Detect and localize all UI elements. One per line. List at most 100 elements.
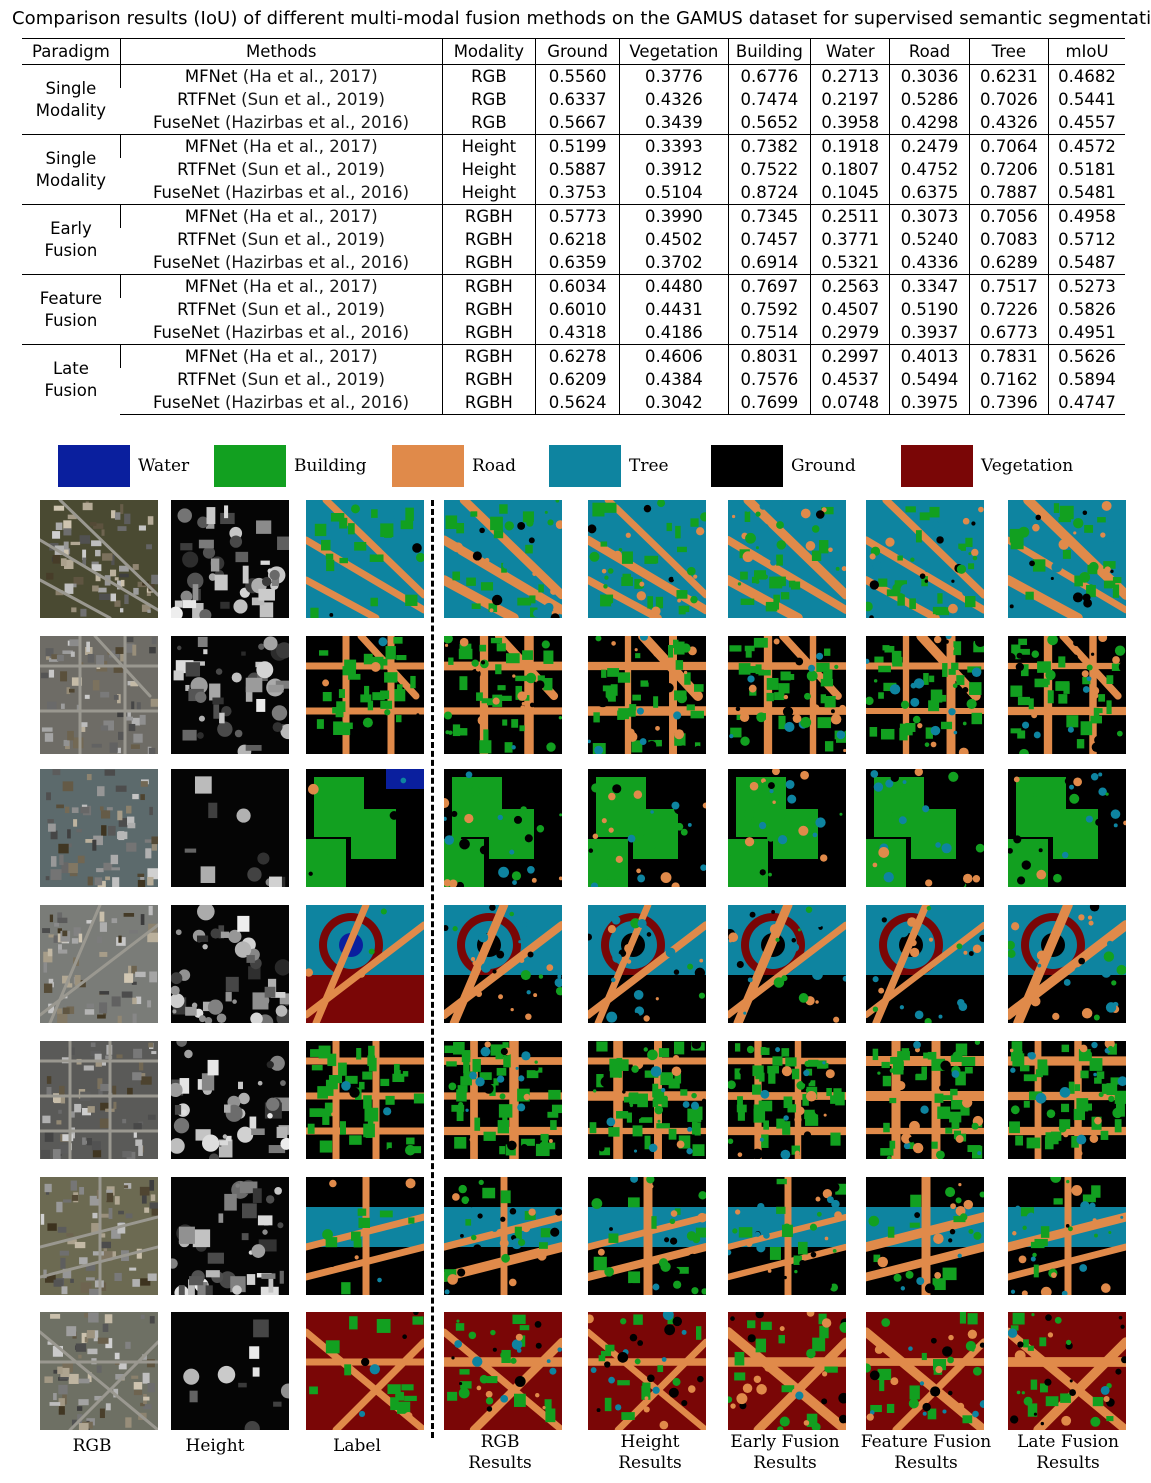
- value-cell: 0.1918: [810, 134, 890, 158]
- result-image: [728, 905, 846, 1023]
- result-image: [1008, 500, 1126, 618]
- value-cell: 0.7026: [968, 88, 1049, 111]
- value-cell: 0.7517: [968, 274, 1049, 298]
- result-image: [588, 1041, 706, 1159]
- column-label: Late Fusion Results: [998, 1432, 1138, 1474]
- value-cell: 0.4606: [619, 344, 729, 368]
- modality-cell: RGBH: [441, 274, 536, 298]
- method-name: FuseNet: [152, 392, 225, 412]
- value-cell: 0.3042: [619, 391, 729, 415]
- value-cell: 0.2197: [810, 88, 890, 111]
- value-cell: 0.6218: [534, 228, 620, 251]
- value-cell: 0.4318: [534, 321, 620, 345]
- value-cell: 0.5286: [889, 88, 970, 111]
- value-cell: 0.5273: [1048, 274, 1125, 298]
- table-row: Late Fusion MFNet (Ha et al., 2017) RGBH 0.6…: [22, 344, 1125, 415]
- value-cell: 0.2479: [889, 134, 970, 158]
- legend-item-ground: Ground: [711, 444, 856, 488]
- value-cell: 0.7522: [727, 158, 811, 181]
- value-cell: 0.5626: [1048, 344, 1125, 368]
- rgb-image: [40, 769, 158, 887]
- method-citation: (Ha et al., 2017): [242, 66, 378, 86]
- result-image: [444, 1312, 562, 1430]
- value-cell: 0.5487: [1048, 251, 1125, 275]
- column-label-line: Results: [618, 1453, 682, 1473]
- method-name: FuseNet: [152, 112, 225, 132]
- header-cell: Paradigm: [22, 38, 121, 65]
- value-cell: 0.3036: [889, 64, 970, 88]
- value-cell: 0.3975: [889, 391, 970, 415]
- rgb-image: [40, 1177, 158, 1295]
- value-cell: 0.4682: [1048, 64, 1125, 88]
- value-cell: 0.5887: [534, 158, 620, 181]
- modality-cell: Height: [441, 181, 536, 205]
- result-image: [588, 636, 706, 754]
- method-citation: (Hazirbas et al., 2016): [224, 252, 410, 272]
- value-cell: 0.4507: [810, 298, 890, 321]
- method-name: MFNet: [184, 136, 243, 156]
- height-image: [171, 769, 289, 887]
- method-name: RTFNet: [177, 229, 242, 249]
- value-cell: 0.6773: [968, 321, 1049, 345]
- value-cell: 0.3347: [889, 274, 970, 298]
- value-cell: 0.4326: [619, 88, 729, 111]
- column-label-line: Results: [468, 1453, 532, 1473]
- legend-label: Tree: [629, 456, 669, 476]
- method-citation: (Sun et al., 2019): [241, 299, 385, 319]
- paradigm-line: Fusion: [44, 380, 98, 400]
- result-image: [444, 1177, 562, 1295]
- header-cell: mIoU: [1048, 38, 1125, 65]
- paradigm-line: Feature: [39, 288, 103, 308]
- result-image: [866, 1312, 984, 1430]
- legend-swatch: [58, 445, 130, 487]
- column-label: RGB: [22, 1436, 162, 1457]
- result-image: [588, 1177, 706, 1295]
- column-label: Height Results: [580, 1432, 720, 1474]
- method-citation: (Hazirbas et al., 2016): [224, 182, 410, 202]
- method-citation: (Ha et al., 2017): [242, 206, 378, 226]
- modality-cell: RGBH: [441, 321, 536, 345]
- paradigm-line: Single: [45, 148, 97, 168]
- result-image: [1008, 1177, 1126, 1295]
- column-label-line: Height: [620, 1432, 680, 1452]
- paradigm-line: Modality: [35, 170, 107, 190]
- value-cell: 0.3073: [889, 204, 970, 228]
- method-name: MFNet: [184, 66, 243, 86]
- result-image: [728, 500, 846, 618]
- value-cell: 0.8031: [727, 344, 811, 368]
- table-row: Single Modality MFNet (Ha et al., 2017) RGB…: [22, 64, 1125, 120]
- column-label-line: Late Fusion: [1017, 1432, 1119, 1452]
- modality-cell: RGBH: [441, 251, 536, 275]
- rgb-image: [40, 905, 158, 1023]
- segmentation-figure-grid: [0, 500, 1151, 1460]
- value-cell: 0.2713: [810, 64, 890, 88]
- result-image: [588, 769, 706, 887]
- value-cell: 0.4186: [619, 321, 729, 345]
- modality-cell: RGBH: [441, 228, 536, 251]
- value-cell: 0.2511: [810, 204, 890, 228]
- value-cell: 0.4747: [1048, 391, 1125, 415]
- method-name: RTFNet: [177, 159, 242, 179]
- value-cell: 0.1807: [810, 158, 890, 181]
- value-cell: 0.2979: [810, 321, 890, 345]
- method-cell: MFNet (Ha et al., 2017): [119, 344, 443, 368]
- value-cell: 0.4958: [1048, 204, 1125, 228]
- result-image: [444, 769, 562, 887]
- rgb-image: [40, 1041, 158, 1159]
- value-cell: 0.7226: [968, 298, 1049, 321]
- value-cell: 0.3776: [619, 64, 729, 88]
- result-image: [728, 1177, 846, 1295]
- label-image: [306, 769, 424, 887]
- result-image: [1008, 1041, 1126, 1159]
- column-label-line: Label: [333, 1436, 381, 1456]
- table-row: RTFNet (Sun et al., 2019) RGB 0.6337 0.4326…: [22, 88, 1125, 111]
- table-row: FuseNet (Hazirbas et al., 2016) Height 0.3…: [22, 181, 1125, 205]
- value-cell: 0.4752: [889, 158, 970, 181]
- result-image: [728, 1041, 846, 1159]
- value-cell: 0.7206: [968, 158, 1049, 181]
- height-image: [171, 905, 289, 1023]
- value-cell: 0.7697: [727, 274, 811, 298]
- legend-label: Vegetation: [981, 456, 1074, 476]
- height-image: [171, 500, 289, 618]
- method-citation: (Ha et al., 2017): [242, 136, 378, 156]
